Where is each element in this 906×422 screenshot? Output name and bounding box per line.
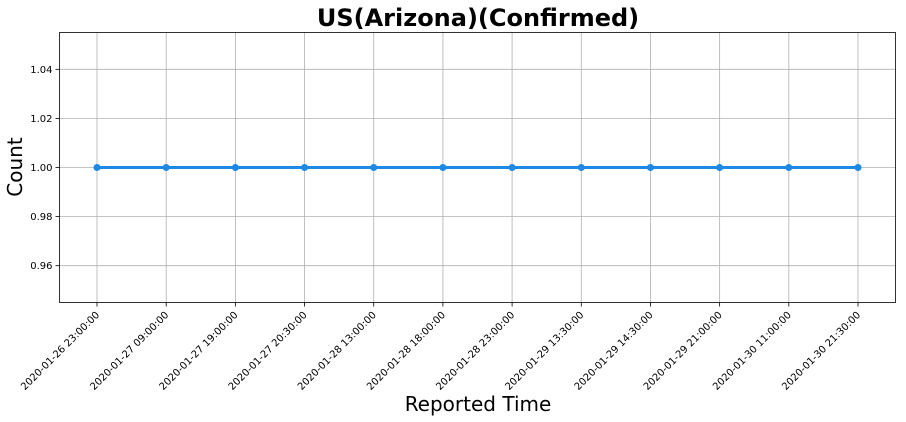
- x-tick-label: 2020-01-27 09:00:00: [88, 310, 171, 393]
- data-point: [301, 164, 309, 171]
- data-point: [162, 164, 170, 171]
- x-tick-label: 2020-01-26 23:00:00: [19, 310, 102, 393]
- x-tick-label: 2020-01-29 21:00:00: [642, 310, 725, 393]
- x-tick-label: 2020-01-30 11:00:00: [711, 310, 794, 393]
- data-point: [370, 164, 378, 171]
- x-tick-label: 2020-01-29 14:30:00: [573, 310, 656, 393]
- x-tick-label: 2020-01-28 23:00:00: [434, 310, 517, 393]
- x-tick-label: 2020-01-30 21:30:00: [780, 310, 863, 393]
- data-point: [785, 164, 793, 171]
- plot-frame: [59, 32, 896, 303]
- series-layer: [93, 164, 862, 171]
- y-tick-label: 0.96: [30, 261, 52, 272]
- x-tick-label: 2020-01-27 19:00:00: [158, 310, 241, 393]
- data-point: [577, 164, 585, 171]
- data-point: [439, 164, 447, 171]
- x-tick-label: 2020-01-29 13:30:00: [504, 310, 587, 393]
- y-tick-label: 0.98: [30, 212, 52, 223]
- chart-title: US(Arizona)(Confirmed): [317, 4, 639, 32]
- data-point: [716, 164, 724, 171]
- data-point: [854, 164, 862, 171]
- x-tick-label: 2020-01-28 18:00:00: [365, 310, 448, 393]
- y-tick-label: 1.04: [30, 65, 52, 76]
- x-axis-label: Reported Time: [405, 392, 552, 416]
- y-tick-label: 1.00: [30, 163, 52, 174]
- y-axis-label: Count: [3, 137, 27, 197]
- x-tick-label: 2020-01-27 20:30:00: [227, 310, 310, 393]
- data-point: [646, 164, 654, 171]
- y-tick-label: 1.02: [30, 114, 52, 125]
- data-point: [93, 164, 101, 171]
- data-point: [508, 164, 516, 171]
- data-point: [231, 164, 239, 171]
- x-tick-label: 2020-01-28 13:00:00: [296, 310, 379, 393]
